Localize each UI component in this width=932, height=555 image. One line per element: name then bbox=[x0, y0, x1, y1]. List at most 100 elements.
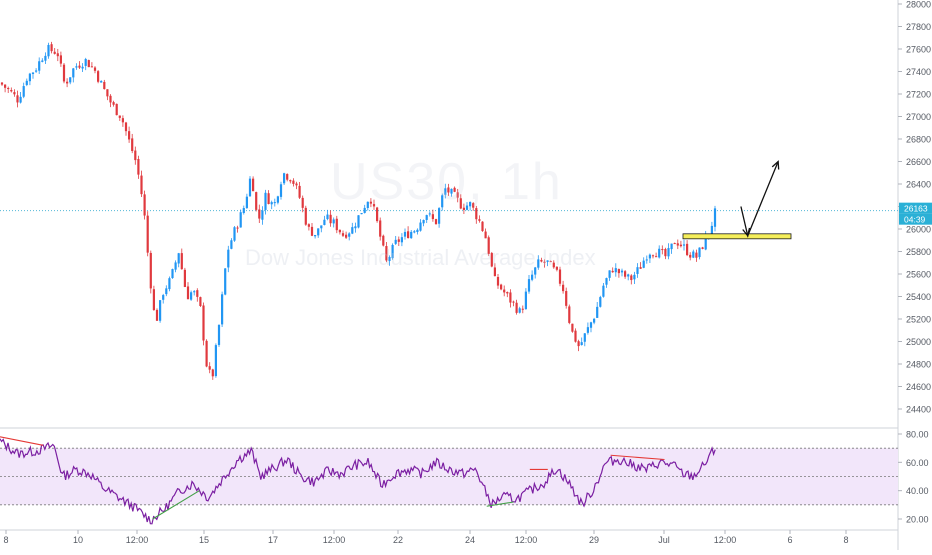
candle-body bbox=[552, 262, 555, 268]
candle-body bbox=[664, 248, 667, 257]
candle-body bbox=[620, 270, 624, 273]
candle-body bbox=[31, 72, 35, 75]
candle-body bbox=[385, 246, 388, 261]
candle-body bbox=[379, 220, 382, 237]
candle-body bbox=[475, 208, 478, 220]
candle-body bbox=[124, 122, 128, 132]
candle-body bbox=[211, 369, 214, 377]
rsi-divergence-line bbox=[0, 436, 44, 446]
candle-body bbox=[614, 268, 617, 273]
candle-body bbox=[186, 286, 190, 300]
candle-body bbox=[279, 184, 283, 197]
candle-body bbox=[289, 180, 292, 182]
countdown-badge bbox=[899, 213, 932, 225]
candle-body bbox=[453, 187, 456, 192]
candle-body bbox=[227, 249, 230, 268]
candle-body bbox=[205, 340, 208, 367]
candle-body bbox=[109, 95, 112, 103]
candle-body bbox=[75, 66, 78, 68]
candle-body bbox=[351, 227, 354, 234]
candle-body bbox=[627, 274, 630, 277]
candle-body bbox=[162, 295, 165, 300]
rsi-divergence-line bbox=[152, 490, 200, 520]
candle-body bbox=[568, 306, 571, 323]
candle-body bbox=[431, 214, 434, 220]
candle-body bbox=[345, 234, 348, 238]
candle-body bbox=[586, 327, 589, 333]
price-tick-label: 27200 bbox=[906, 90, 931, 100]
candle-body bbox=[35, 70, 38, 72]
candle-body bbox=[78, 65, 81, 68]
candle-body bbox=[50, 44, 53, 52]
candle-body bbox=[100, 81, 103, 83]
candle-body bbox=[695, 252, 698, 258]
candle-body bbox=[152, 289, 155, 311]
candle-body bbox=[292, 180, 295, 184]
candle-body bbox=[642, 260, 645, 268]
candle-body bbox=[233, 227, 236, 241]
candle-body bbox=[97, 71, 100, 82]
candle-body bbox=[56, 53, 59, 57]
candle-body bbox=[651, 255, 655, 257]
candle-body bbox=[295, 183, 298, 186]
candle-body bbox=[549, 261, 552, 263]
candle-body bbox=[624, 271, 627, 277]
candle-body bbox=[540, 259, 543, 262]
candle-body bbox=[382, 235, 385, 246]
candle-body bbox=[320, 225, 323, 229]
candle-body bbox=[388, 256, 391, 262]
candle-body bbox=[589, 322, 593, 328]
projection-arrowhead-down bbox=[742, 227, 751, 238]
candle-body bbox=[22, 86, 25, 97]
candle-body bbox=[534, 267, 537, 275]
candle-body bbox=[710, 225, 713, 234]
candle-body bbox=[329, 214, 332, 224]
last-price-label: 26163 bbox=[904, 204, 928, 214]
candle-body bbox=[469, 202, 472, 207]
candle-body bbox=[128, 131, 131, 140]
candle-body bbox=[633, 274, 636, 280]
candle-body bbox=[323, 219, 326, 225]
candle-body bbox=[307, 224, 310, 227]
candle-body bbox=[115, 103, 118, 116]
candle-body bbox=[413, 231, 416, 233]
candle-body bbox=[298, 185, 301, 198]
candle-body bbox=[286, 174, 289, 180]
candle-body bbox=[72, 68, 75, 78]
candle-body bbox=[199, 297, 202, 306]
candle-body bbox=[509, 292, 512, 303]
candle-body bbox=[146, 215, 149, 253]
candle-body bbox=[16, 95, 19, 103]
rsi-tick-label: 80.00 bbox=[906, 430, 929, 440]
candle-body bbox=[270, 202, 273, 205]
candle-body bbox=[686, 243, 689, 256]
price-tick-label: 27400 bbox=[906, 67, 931, 77]
candle-body bbox=[87, 60, 90, 68]
candle-body bbox=[264, 192, 267, 210]
price-tick-label: 25800 bbox=[906, 247, 931, 257]
candle-body bbox=[506, 291, 509, 294]
candle-body bbox=[196, 290, 199, 297]
time-tick-label: 10 bbox=[73, 535, 83, 545]
candle-body bbox=[577, 341, 580, 347]
candle-body bbox=[605, 278, 608, 285]
price-tick-label: 26400 bbox=[906, 180, 931, 190]
candle-body bbox=[407, 231, 410, 238]
candle-body bbox=[25, 80, 28, 85]
candle-body bbox=[53, 51, 56, 54]
price-tick-label: 28000 bbox=[906, 0, 931, 10]
candle-body bbox=[658, 248, 661, 258]
candle-body bbox=[465, 205, 469, 210]
candle-body bbox=[202, 305, 205, 341]
price-tick-label: 24600 bbox=[906, 382, 931, 392]
candle-body bbox=[310, 226, 314, 236]
candle-body bbox=[93, 67, 97, 71]
rsi-tick-label: 40.00 bbox=[906, 486, 929, 496]
price-tick-label: 25600 bbox=[906, 270, 931, 280]
candle-body bbox=[276, 196, 279, 203]
candle-body bbox=[236, 227, 239, 229]
candle-body bbox=[248, 178, 252, 197]
candle-body bbox=[403, 231, 407, 237]
